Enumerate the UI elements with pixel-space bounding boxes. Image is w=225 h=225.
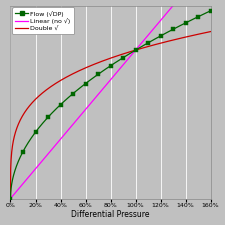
X-axis label: Differential Pressure: Differential Pressure xyxy=(71,210,150,219)
Legend: Flow (√DP), Linear (no √), Double √: Flow (√DP), Linear (no √), Double √ xyxy=(12,7,74,34)
